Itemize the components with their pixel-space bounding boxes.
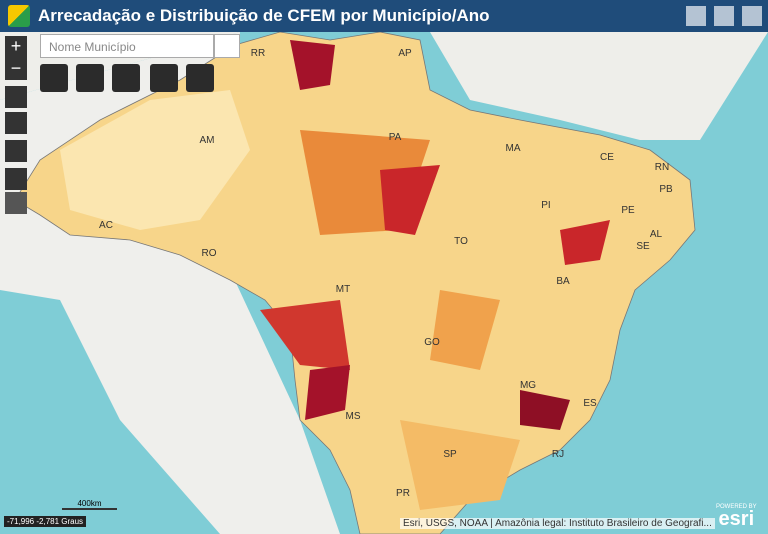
state-label: MT [336, 284, 350, 295]
zoom-in[interactable]: + [5, 36, 27, 58]
state-label: MA [506, 143, 521, 154]
state-label: RO [202, 248, 217, 259]
brand: esri [718, 508, 755, 530]
region-orange [430, 290, 500, 370]
state-label: SE [636, 241, 650, 252]
esri-logo: POWERED BY esri [716, 504, 757, 530]
legend-button[interactable] [686, 6, 706, 26]
state-label: AC [99, 220, 113, 231]
scale-bar: 400km [62, 499, 117, 510]
state-label: MG [520, 380, 536, 391]
fullscreen-button[interactable] [5, 140, 27, 162]
header: Arrecadação e Distribuição de CFEM por M… [0, 0, 768, 32]
region-red [560, 220, 610, 265]
layers-button[interactable] [714, 6, 734, 26]
land-north [0, 32, 768, 140]
state-label: RJ [552, 449, 564, 460]
locate-button[interactable] [5, 112, 27, 134]
tool-button[interactable] [150, 64, 178, 92]
attribution: Esri, USGS, NOAA | Amazônia legal: Insti… [400, 518, 715, 529]
zoom-out[interactable]: − [5, 58, 27, 80]
region-dark [305, 365, 350, 420]
state-label: ES [583, 398, 597, 409]
region-light [60, 90, 250, 230]
state-label: AP [398, 48, 412, 59]
state-label: PR [396, 488, 410, 499]
state-label: BA [556, 276, 570, 287]
home-button[interactable] [5, 86, 27, 108]
state-label: RN [655, 162, 669, 173]
region-orange [400, 420, 520, 510]
powered-by: POWERED BY [716, 504, 757, 510]
grid-button[interactable] [742, 6, 762, 26]
state-label: AL [650, 229, 663, 240]
state-label: PI [541, 200, 550, 211]
state-label: SP [443, 449, 457, 460]
app-title: Arrecadação e Distribuição de CFEM por M… [38, 6, 490, 25]
forward-button[interactable] [5, 192, 27, 214]
state-label: CE [600, 152, 614, 163]
state-label: GO [424, 337, 440, 348]
tool-button[interactable] [76, 64, 104, 92]
state-label: TO [454, 236, 468, 247]
region-dark [520, 390, 570, 430]
tool-button[interactable] [186, 64, 214, 92]
coordinates: -71,996 -2,781 Graus [4, 516, 87, 527]
state-label: PB [659, 184, 673, 195]
search-button[interactable] [214, 34, 240, 58]
back-button[interactable] [5, 168, 27, 190]
state-label: PA [389, 132, 402, 143]
filter-button[interactable] [112, 64, 140, 92]
region-dark [290, 40, 335, 90]
search-input[interactable]: Nome Município [40, 34, 214, 58]
app-logo [8, 5, 30, 27]
region-red [260, 300, 350, 370]
state-label: MS [346, 411, 361, 422]
tool-button[interactable] [40, 64, 68, 92]
state-label: AM [200, 135, 215, 146]
state-label: RR [251, 48, 265, 59]
region-red [380, 165, 440, 235]
state-label: PE [621, 205, 635, 216]
